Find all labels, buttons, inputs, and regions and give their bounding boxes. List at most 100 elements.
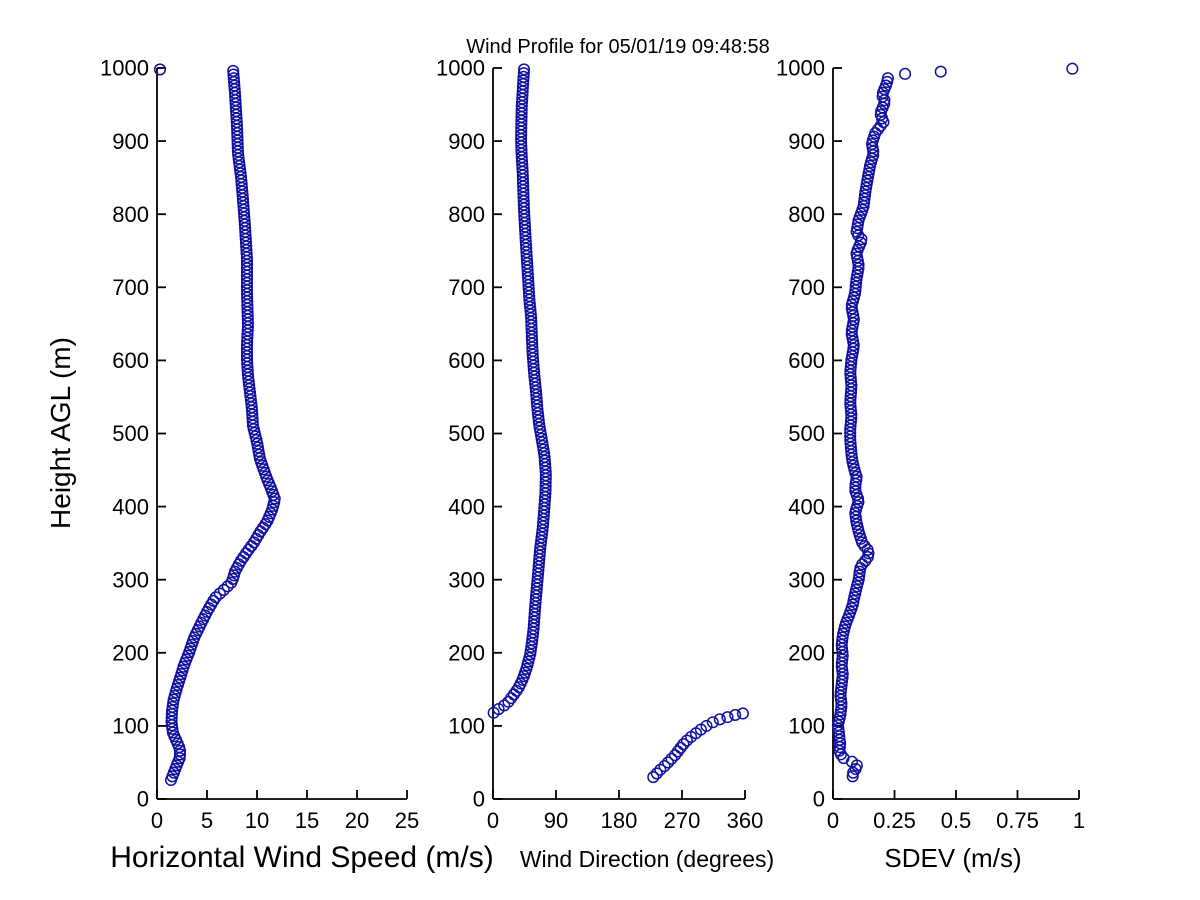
subplot-axes-0: 0 5 10 15 20 25 0 100 200 300 400 500 600 700 800 900 10… (100, 56, 419, 833)
x-tick-label: 0.5 (941, 808, 972, 833)
data-point-marker (217, 583, 230, 596)
data-point-marker (674, 741, 687, 754)
y-tick-label: 0 (137, 787, 149, 812)
data-point-marker (153, 63, 167, 76)
data-point-marker (899, 67, 912, 80)
y-tick-label: 300 (448, 567, 485, 592)
y-tick-label: 900 (788, 129, 825, 154)
y-tick-label: 0 (473, 787, 485, 812)
x-axis-label-wind-speed: Horizontal Wind Speed (m/s) (110, 841, 493, 874)
y-tick-label: 600 (112, 348, 149, 373)
data-point-marker (881, 72, 894, 85)
x-tick-label: 0 (487, 808, 499, 833)
wind-speed-profile-series (164, 64, 281, 787)
y-tick-label: 200 (788, 641, 825, 666)
data-point-marker (498, 699, 511, 712)
data-point-marker (661, 756, 675, 769)
sdev-profile-series (831, 72, 894, 783)
data-point-marker (1066, 62, 1079, 75)
data-point-marker (934, 65, 947, 78)
subplot-axes-2: 0 0.25 0.5 0.75 1 0 100 200 300 400 500 600 700 800 90… (776, 56, 1085, 833)
x-tick-label: 0 (827, 808, 839, 833)
data-point-marker (650, 767, 663, 780)
y-tick-label: 200 (448, 641, 485, 666)
wind-speed-outliers-series (153, 63, 167, 76)
x-tick-label: 10 (245, 808, 269, 833)
data-point-marker (713, 713, 726, 726)
y-tick-label: 300 (788, 567, 825, 592)
y-tick-label: 900 (448, 129, 485, 154)
axes-layer: 0 5 10 15 20 25010020030040050060070080090010… (100, 56, 1085, 833)
x-tick-label: 5 (201, 808, 213, 833)
y-tick-label: 100 (788, 714, 825, 739)
x-tick-label: 270 (664, 808, 701, 833)
data-point-marker (658, 760, 671, 773)
y-tick-label: 900 (112, 129, 149, 154)
data-point-marker (517, 63, 531, 76)
y-tick-label: 500 (788, 421, 825, 446)
y-tick-label: 700 (788, 275, 825, 300)
x-axis-label-sdev: SDEV (m/s) (884, 843, 1021, 873)
x-tick-label: 0 (151, 808, 163, 833)
y-tick-label: 300 (112, 567, 149, 592)
y-tick-label: 700 (448, 275, 485, 300)
data-point-marker (853, 569, 866, 582)
y-tick-label: 800 (112, 202, 149, 227)
data-point-marker (677, 738, 690, 751)
data-point-marker (213, 587, 226, 600)
y-tick-label: 600 (788, 348, 825, 373)
data-point-marker (876, 90, 889, 103)
data-point-marker (647, 771, 660, 784)
data-point-marker (517, 70, 530, 83)
x-tick-label: 15 (295, 808, 319, 833)
data-point-marker (227, 72, 240, 85)
x-tick-label: 90 (544, 808, 568, 833)
figure-title: Wind Profile for 05/01/19 09:48:58 (466, 36, 770, 58)
data-point-marker (736, 707, 749, 720)
x-tick-label: 180 (601, 808, 638, 833)
data-point-marker (227, 64, 240, 77)
data-point-marker (209, 591, 222, 604)
data-point-marker (680, 734, 693, 747)
sdev-outliers-series (899, 62, 1079, 80)
series-layer (153, 62, 1079, 787)
x-tick-label: 360 (727, 808, 764, 833)
x-tick-label: 25 (395, 808, 419, 833)
x-tick-label: 0.25 (873, 808, 916, 833)
data-point-marker (874, 108, 887, 121)
x-tick-label: 1 (1073, 808, 1085, 833)
data-point-marker (517, 67, 530, 80)
y-tick-label: 800 (788, 202, 825, 227)
y-axis-label: Height AGL (m) (45, 337, 76, 529)
y-tick-label: 600 (448, 348, 485, 373)
data-point-marker (700, 719, 713, 732)
y-tick-label: 400 (112, 494, 149, 519)
y-tick-label: 100 (112, 714, 149, 739)
subplot-axes-1: 0 90 180 270 360 0 100 200 300 400 500 600 700 800 900… (436, 56, 763, 833)
y-tick-label: 100 (448, 714, 485, 739)
x-tick-label: 20 (345, 808, 369, 833)
y-tick-label: 400 (788, 494, 825, 519)
y-tick-label: 0 (813, 787, 825, 812)
y-tick-label: 1000 (436, 56, 485, 81)
y-tick-label: 500 (112, 421, 149, 446)
data-point-marker (654, 763, 667, 776)
y-tick-label: 200 (112, 641, 149, 666)
data-point-marker (173, 748, 187, 761)
y-tick-label: 1000 (100, 56, 149, 81)
data-point-marker (729, 708, 742, 721)
data-point-marker (706, 716, 719, 729)
y-tick-label: 800 (448, 202, 485, 227)
y-tick-label: 500 (448, 421, 485, 446)
y-tick-label: 700 (112, 275, 149, 300)
y-tick-label: 400 (448, 494, 485, 519)
data-point-marker (852, 496, 865, 509)
wind-direction-upper-branch-series (487, 63, 552, 719)
x-axis-label-wind-direction: Wind Direction (degrees) (520, 846, 774, 872)
x-tick-label: 0.75 (996, 808, 1039, 833)
wind-direction-lower-branch-series (647, 707, 749, 784)
data-point-marker (227, 68, 240, 81)
y-tick-label: 1000 (776, 56, 825, 81)
